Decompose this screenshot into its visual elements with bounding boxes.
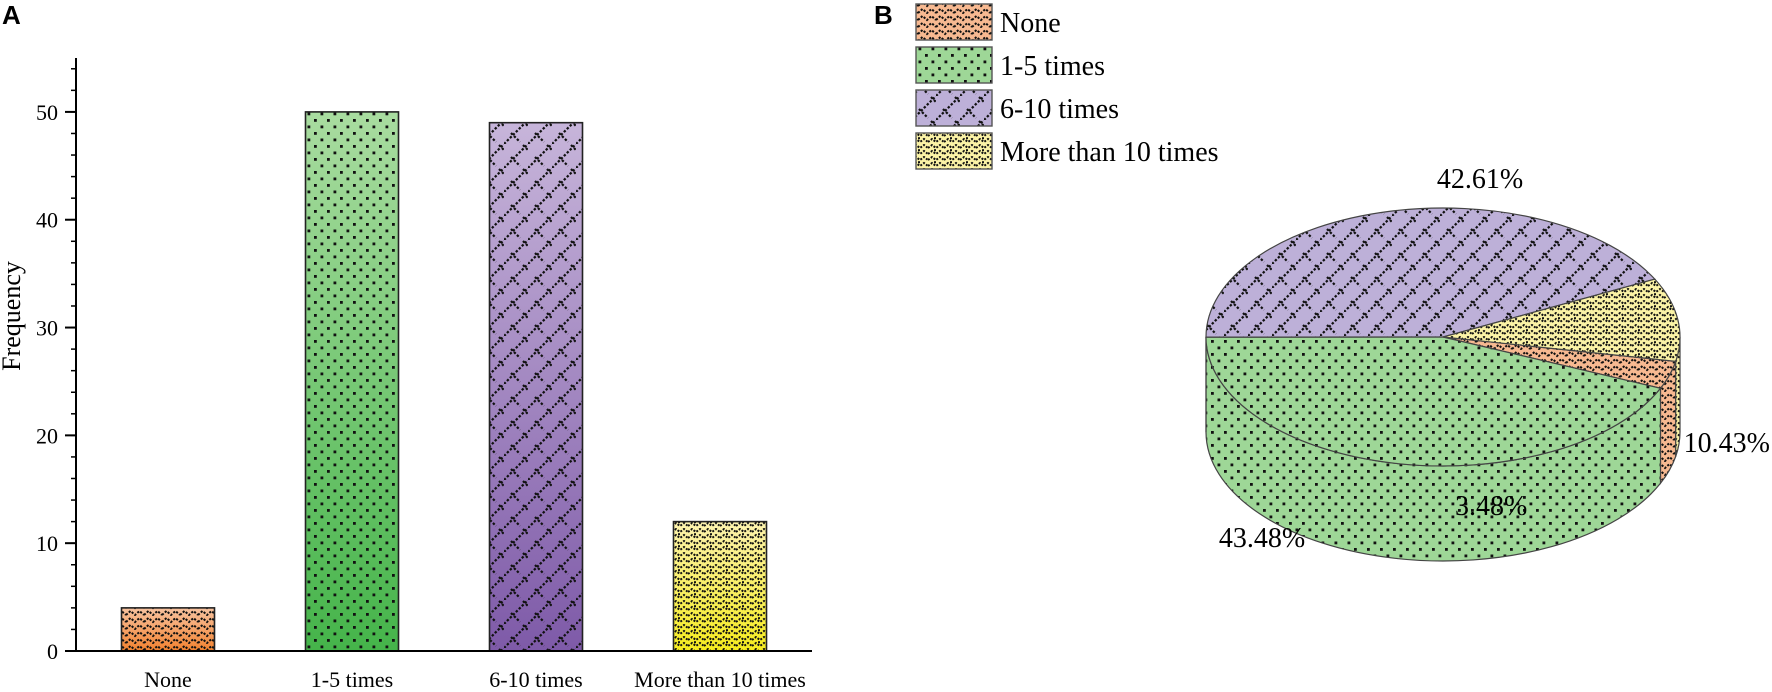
- pie-legend: None 1-5 times 6-10 times More than 10 time…: [915, 3, 1219, 170]
- x-category-label: 6-10 times: [489, 667, 583, 692]
- panel-b-letter: B: [874, 0, 893, 30]
- bar-chart: 0 10 20 30 40 50 None 1-5 times 6-10 times More …: [0, 58, 812, 692]
- legend-label: 1-5 times: [1000, 51, 1105, 82]
- legend-label: None: [1000, 8, 1061, 39]
- legend-swatch: [915, 46, 993, 84]
- y-tick-label: 40: [36, 208, 58, 233]
- y-axis-title: Frequency: [0, 261, 26, 371]
- y-axis-ticks: 0 10 20 30 40 50: [36, 68, 76, 664]
- x-category-label: More than 10 times: [634, 667, 806, 692]
- x-category-label: None: [144, 667, 192, 692]
- pie-value-label: 43.48%: [1219, 523, 1305, 554]
- y-tick-label: 20: [36, 423, 58, 448]
- legend-swatch: [915, 132, 993, 170]
- pie-slice: [1442, 278, 1681, 363]
- y-tick-label: 50: [36, 100, 58, 125]
- legend-label: 6-10 times: [1000, 94, 1119, 125]
- pie-value-label: 3.48%: [1455, 491, 1527, 522]
- panel-a-letter: A: [2, 0, 21, 30]
- legend-label: More than 10 times: [1000, 137, 1219, 168]
- bars: [120, 111, 768, 652]
- bar: [488, 121, 584, 652]
- bar: [304, 111, 400, 652]
- pie-slice: [1205, 207, 1656, 338]
- pie-value-label: 10.43%: [1684, 428, 1770, 459]
- y-tick-label: 10: [36, 531, 58, 556]
- legend-swatch: [915, 3, 993, 41]
- x-category-label: 1-5 times: [311, 667, 394, 692]
- bar: [120, 607, 216, 652]
- pie-slice: [1205, 336, 1662, 467]
- y-tick-label: 0: [47, 639, 58, 664]
- pie-chart: 3.48% 43.48% 42.61% 10.43%: [1205, 164, 1770, 562]
- legend-swatch: [915, 89, 993, 127]
- x-axis-labels: None 1-5 times 6-10 times More than 10 time…: [144, 667, 806, 692]
- bar: [672, 520, 768, 652]
- pie-value-label: 42.61%: [1437, 164, 1523, 195]
- y-tick-label: 30: [36, 316, 58, 341]
